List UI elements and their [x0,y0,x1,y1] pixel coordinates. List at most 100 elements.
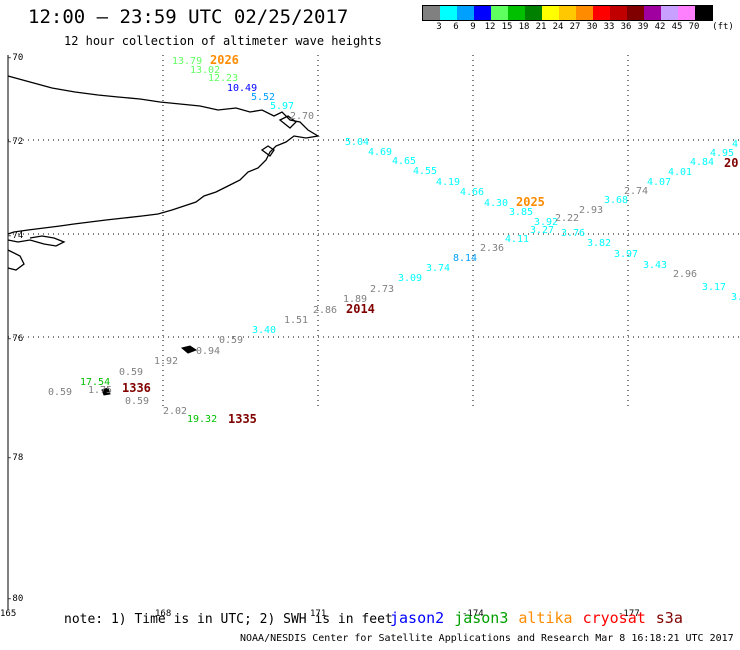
graticule [8,55,740,408]
lon-label: 165 [0,609,16,619]
footer-credit: NOAA/NESDIS Center for Satellite Applica… [240,633,734,644]
satellite-jason3: jason3 [454,609,509,627]
wave-height-label: 3.17 [702,282,726,293]
lon-label: -177 [618,609,640,619]
wave-height-label: 4.01 [668,167,692,178]
coastline [7,75,320,235]
wave-height-label: 0.59 [119,367,143,378]
legend-swatch [491,6,508,20]
wave-height-label: 0.59 [48,387,72,398]
satellite-jason2: jason2 [390,609,445,627]
wave-height-label: 4.65 [392,156,416,167]
wave-height-label: 5.97 [270,101,294,112]
lat-label: -78 [7,453,23,463]
lat-label: -74 [7,231,23,241]
page-subtitle: 12 hour collection of altimeter wave hei… [64,34,382,48]
lat-label: -70 [7,53,23,63]
wave-height-label: 2.93 [579,205,603,216]
wave-height-label: 12.23 [208,73,238,84]
legend-swatch [457,6,474,20]
satellite-cryosat: cryosat [582,609,646,627]
legend-tick-label: 70 [688,22,700,32]
axis-labels: -70 -72 -74 -76 -78 -80 165 168 171 -174… [0,53,640,619]
island-ross [260,115,297,157]
wave-height-label: 1.75 [88,385,112,396]
legend-tick-label: 3 [436,22,442,32]
wave-height-label: 1.92 [154,356,178,367]
legend-swatch [610,6,627,20]
legend-swatch [474,6,491,20]
wave-height-label: 4.66 [460,187,484,198]
lon-label: -174 [462,609,484,619]
wave-height-label: 0.59 [219,335,243,346]
wave-height-label: 10.49 [227,83,257,94]
wave-height-label: 3.40 [252,325,276,336]
legend-swatch [440,6,457,20]
island-small [101,345,198,396]
legend-swatch [423,6,440,20]
time-label: 20 [724,156,738,170]
wave-height-label: 0.94 [196,346,220,357]
legend-tick-label: 27 [569,22,581,32]
legend-tick-label: 15 [501,22,513,32]
wave-height-label: 2.02 [163,406,187,417]
legend-tick-label: 24 [552,22,564,32]
wave-height-label: 2.74 [624,186,648,197]
coastline-detail [7,235,66,271]
wave-height-label: 2.86 [313,305,337,316]
page-title: 12:00 – 23:59 UTC 02/25/2017 [28,6,349,28]
wave-height-label: 4.11 [505,234,529,245]
legend-tick-label: 18 [518,22,530,32]
wave-height-label: 0.59 [125,396,149,407]
wave-height-label: 3.09 [398,273,422,284]
wave-height-label: 4.07 [647,177,671,188]
legend-tick-label: 45 [671,22,683,32]
satellite-s3a: s3a [655,609,683,627]
wave-height-label: 4.84 [690,157,714,168]
lon-label: 168 [155,609,171,619]
wave-height-label: 2.22 [555,213,579,224]
satellite-legend: jason2 jason3 altika cryosat s3a [390,609,693,627]
wave-height-label: 4.55 [413,166,437,177]
lon-label: 171 [310,609,326,619]
wave-height-label: 2.96 [673,269,697,280]
legend-swatch [593,6,610,20]
wave-height-label: 3.68 [604,195,628,206]
legend-tick-label: 12 [484,22,496,32]
legend-swatch [559,6,576,20]
lat-label: -80 [7,594,23,604]
lat-label: -72 [7,137,23,147]
wave-height-label: 2.73 [370,284,394,295]
wave-height-label: 4.95 [710,148,734,159]
time-label: 2014 [346,302,375,316]
legend-swatch [695,6,712,20]
wave-height-label: 2.70 [290,111,314,122]
wave-height-label: 17.54 [80,377,110,388]
time-label: 2026 [210,53,239,67]
legend-swatch [627,6,644,20]
wave-height-labels: 13.79 13.02 12.23 10.49 5.52 5.97 2.70 5… [48,56,740,425]
footer-note: note: 1) Time is in UTC; 2) SWH is in fe… [64,612,393,627]
wave-height-label: 3.76 [561,228,585,239]
wave-height-label: 1.51 [284,315,308,326]
satellite-altika: altika [518,609,573,627]
legend-tick-label: 36 [620,22,632,32]
wave-height-label: 3.43 [643,260,667,271]
legend-tick-label: 39 [637,22,649,32]
legend-tick-label: 42 [654,22,666,32]
wave-height-label: 4.19 [436,177,460,188]
wave-height-label: 2.36 [480,243,504,254]
wave-height-label: 5.04 [345,137,369,148]
wave-height-label: 13.79 [172,56,202,67]
legend-swatch [576,6,593,20]
legend-tick-label: 30 [586,22,598,32]
legend-swatch [661,6,678,20]
wave-height-label: 3.74 [426,263,450,274]
wave-height-label: 3.27 [530,225,554,236]
legend-swatch [508,6,525,20]
legend-swatch [644,6,661,20]
legend-tick-label: 21 [535,22,547,32]
wave-height-label: 4.69 [368,147,392,158]
time-label: 1335 [228,412,257,426]
legend-tick-label: 33 [603,22,615,32]
